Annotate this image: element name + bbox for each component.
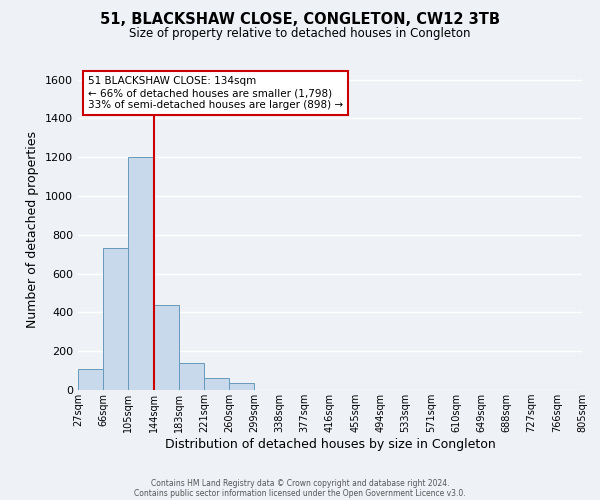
Bar <box>78 368 103 390</box>
Y-axis label: Number of detached properties: Number of detached properties <box>26 132 40 328</box>
Text: Contains HM Land Registry data © Crown copyright and database right 2024.: Contains HM Land Registry data © Crown c… <box>151 478 449 488</box>
Bar <box>128 158 154 390</box>
Text: 51, BLACKSHAW CLOSE, CONGLETON, CW12 3TB: 51, BLACKSHAW CLOSE, CONGLETON, CW12 3TB <box>100 12 500 28</box>
Bar <box>204 378 229 390</box>
Bar <box>179 363 204 390</box>
Bar <box>154 304 179 390</box>
Bar <box>229 383 254 390</box>
Bar <box>103 248 128 390</box>
Text: 51 BLACKSHAW CLOSE: 134sqm
← 66% of detached houses are smaller (1,798)
33% of s: 51 BLACKSHAW CLOSE: 134sqm ← 66% of deta… <box>88 76 343 110</box>
Text: Size of property relative to detached houses in Congleton: Size of property relative to detached ho… <box>129 28 471 40</box>
Text: Contains public sector information licensed under the Open Government Licence v3: Contains public sector information licen… <box>134 488 466 498</box>
X-axis label: Distribution of detached houses by size in Congleton: Distribution of detached houses by size … <box>164 438 496 451</box>
